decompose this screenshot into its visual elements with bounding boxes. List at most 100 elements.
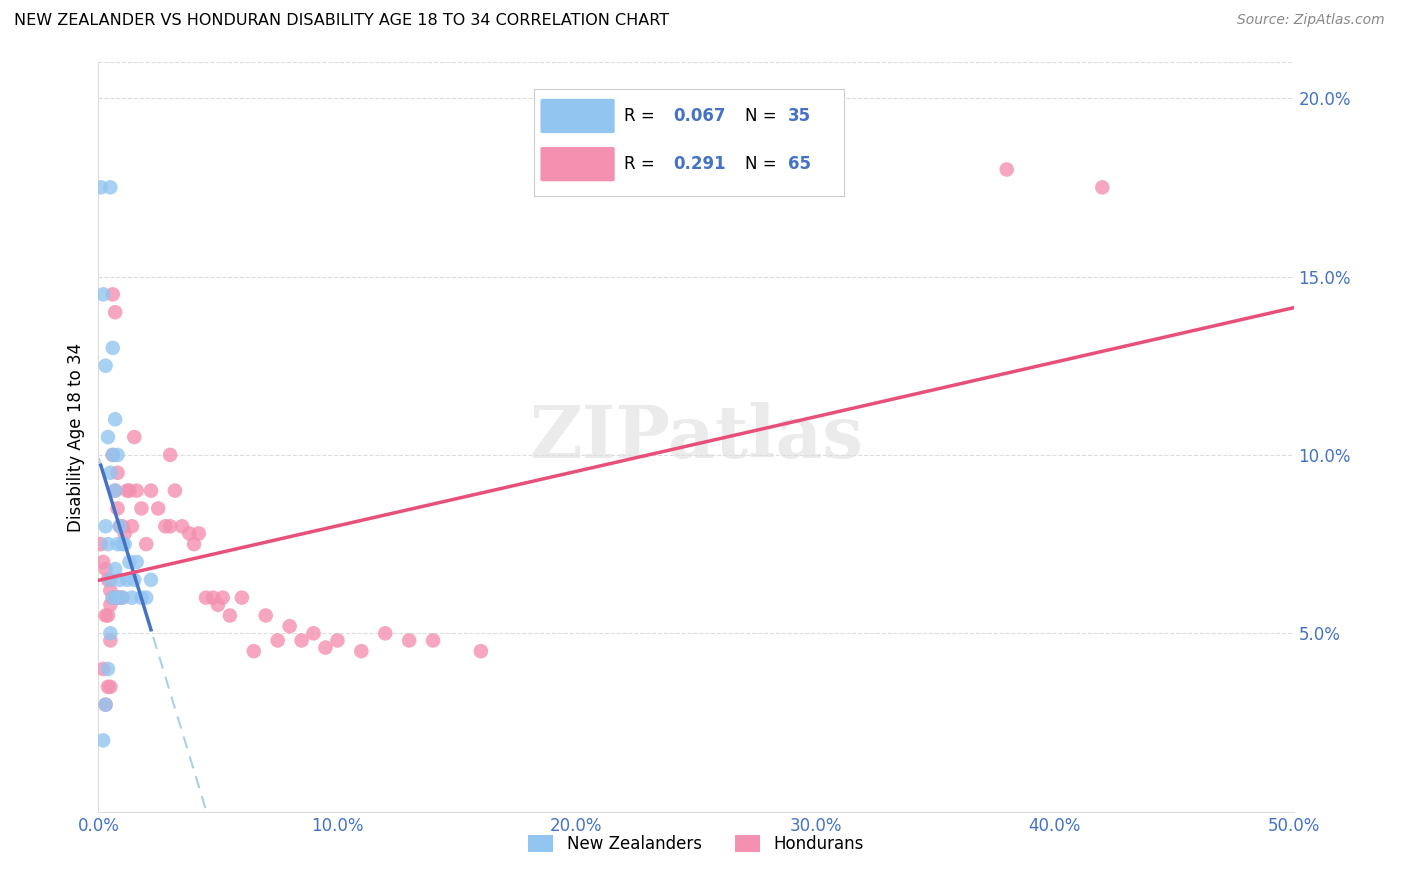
Point <box>98 573 122 587</box>
Point <box>124 430 146 444</box>
Point <box>125 483 148 498</box>
Point <box>183 537 205 551</box>
Point <box>148 501 170 516</box>
Point <box>291 633 314 648</box>
Point <box>108 519 131 533</box>
Point <box>98 180 122 194</box>
Point <box>101 591 124 605</box>
Point <box>350 644 373 658</box>
Point <box>231 591 253 605</box>
Text: N =: N = <box>745 107 776 125</box>
Point <box>97 573 120 587</box>
Point <box>97 537 120 551</box>
Point <box>98 680 122 694</box>
Point <box>302 626 325 640</box>
Point <box>97 680 120 694</box>
Point <box>98 598 122 612</box>
Point <box>90 180 112 194</box>
Point <box>91 555 114 569</box>
Point <box>159 519 181 533</box>
Point <box>179 526 201 541</box>
Point <box>374 626 396 640</box>
Point <box>91 662 114 676</box>
Point <box>1091 180 1114 194</box>
Point <box>118 483 141 498</box>
Point <box>101 341 124 355</box>
Point <box>104 412 127 426</box>
Point <box>207 598 229 612</box>
Point <box>94 359 117 373</box>
Point <box>108 573 131 587</box>
FancyBboxPatch shape <box>540 99 614 133</box>
Point <box>101 448 124 462</box>
Point <box>159 448 181 462</box>
Point <box>108 591 131 605</box>
Text: R =: R = <box>624 107 655 125</box>
Point <box>172 519 194 533</box>
Point <box>104 305 127 319</box>
Point <box>98 466 122 480</box>
Point <box>211 591 233 605</box>
Text: 35: 35 <box>787 107 811 125</box>
Point <box>254 608 277 623</box>
Point <box>995 162 1018 177</box>
Text: NEW ZEALANDER VS HONDURAN DISABILITY AGE 18 TO 34 CORRELATION CHART: NEW ZEALANDER VS HONDURAN DISABILITY AGE… <box>14 13 669 29</box>
Text: N =: N = <box>745 155 776 173</box>
Point <box>115 573 138 587</box>
Point <box>163 483 186 498</box>
Text: R =: R = <box>624 155 655 173</box>
Text: 65: 65 <box>787 155 811 173</box>
Text: ZIPatlas: ZIPatlas <box>529 401 863 473</box>
Point <box>91 733 114 747</box>
Legend: New Zealanders, Hondurans: New Zealanders, Hondurans <box>522 828 870 860</box>
Point <box>124 573 146 587</box>
Point <box>94 562 117 576</box>
Point <box>94 608 117 623</box>
Point <box>187 526 209 541</box>
Text: 0.291: 0.291 <box>673 155 725 173</box>
Point <box>104 483 127 498</box>
Point <box>115 483 138 498</box>
Point <box>98 583 122 598</box>
Point <box>90 537 112 551</box>
Point <box>315 640 337 655</box>
Point <box>104 591 127 605</box>
Point <box>104 562 127 576</box>
Text: Source: ZipAtlas.com: Source: ZipAtlas.com <box>1237 13 1385 28</box>
Point <box>97 430 120 444</box>
Point <box>398 633 420 648</box>
Text: 0.067: 0.067 <box>673 107 725 125</box>
Point <box>125 555 148 569</box>
Point <box>97 608 120 623</box>
Point <box>118 555 141 569</box>
Point <box>111 519 134 533</box>
Point <box>101 448 124 462</box>
Point <box>121 519 143 533</box>
Y-axis label: Disability Age 18 to 34: Disability Age 18 to 34 <box>66 343 84 532</box>
Point <box>104 483 127 498</box>
Point <box>98 626 122 640</box>
Point <box>97 662 120 676</box>
Point <box>139 483 162 498</box>
Point <box>131 591 153 605</box>
Point <box>107 466 129 480</box>
Point <box>202 591 225 605</box>
Point <box>111 537 134 551</box>
Point <box>111 591 134 605</box>
Point <box>107 448 129 462</box>
Point <box>135 591 157 605</box>
Point <box>470 644 492 658</box>
Point <box>94 698 117 712</box>
Point <box>131 501 153 516</box>
FancyBboxPatch shape <box>540 147 614 181</box>
Point <box>195 591 218 605</box>
Point <box>101 287 124 301</box>
Point <box>121 591 143 605</box>
Point <box>219 608 242 623</box>
Point <box>114 526 136 541</box>
Point <box>107 591 129 605</box>
Point <box>139 573 162 587</box>
Point <box>107 501 129 516</box>
Point <box>267 633 290 648</box>
Point <box>111 591 134 605</box>
